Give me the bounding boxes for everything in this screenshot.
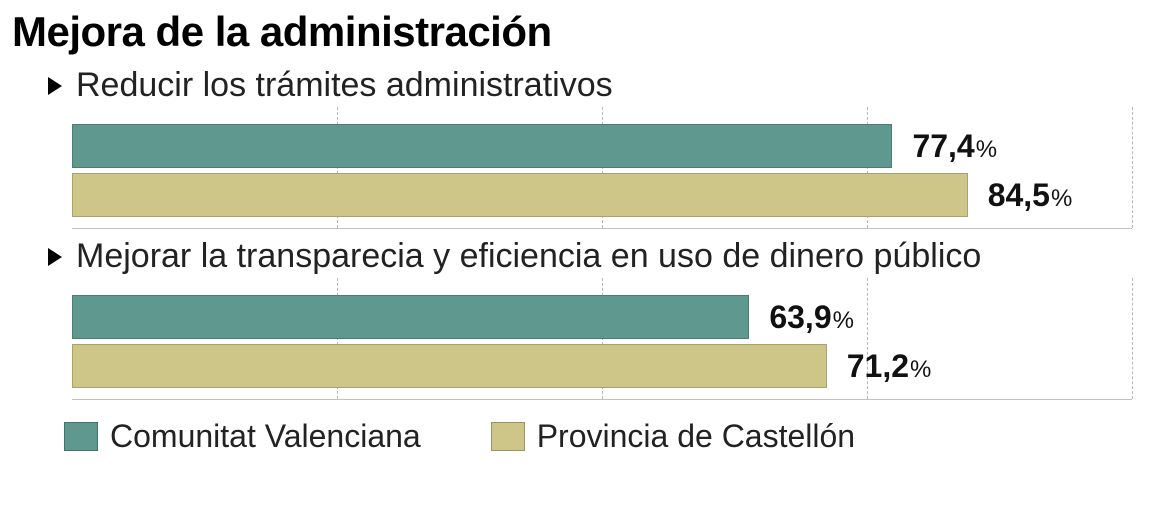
bar: [72, 295, 749, 339]
chart-area: 77,4% 84,5%: [72, 107, 1132, 229]
legend-item: Comunitat Valenciana: [64, 418, 421, 455]
bar-row: 84,5%: [72, 170, 1132, 220]
legend-swatch: [64, 422, 98, 451]
legend-label: Comunitat Valenciana: [110, 418, 421, 455]
group-label: Reducir los trámites administrativos: [76, 66, 613, 105]
legend-label: Provincia de Castellón: [537, 418, 855, 455]
legend: Comunitat Valenciana Provincia de Castell…: [64, 418, 1139, 455]
bar: [72, 344, 827, 388]
gridline: [1132, 278, 1133, 399]
triangle-icon: [48, 77, 62, 95]
chart-area: 63,9% 71,2%: [72, 278, 1132, 400]
legend-swatch: [491, 422, 525, 451]
chart-title: Mejora de la administración: [12, 8, 1139, 56]
group-label-row: Mejorar la transparecia y eficiencia en …: [48, 237, 1139, 276]
chart-group: Reducir los trámites administrativos77,4…: [12, 66, 1139, 229]
bar: [72, 173, 968, 217]
bar-row: 71,2%: [72, 341, 1132, 391]
group-label-row: Reducir los trámites administrativos: [48, 66, 1139, 105]
group-label: Mejorar la transparecia y eficiencia en …: [76, 237, 981, 276]
triangle-icon: [48, 248, 62, 266]
chart-group: Mejorar la transparecia y eficiencia en …: [12, 237, 1139, 400]
bar-value-label: 63,9%: [769, 299, 854, 336]
bar-row: 77,4%: [72, 121, 1132, 171]
bar-value-label: 71,2%: [847, 348, 932, 385]
bar-value-label: 77,4%: [912, 128, 997, 165]
bars: 77,4% 84,5%: [72, 107, 1132, 228]
bar: [72, 124, 892, 168]
gridline: [1132, 107, 1133, 228]
legend-item: Provincia de Castellón: [491, 418, 855, 455]
bar-value-label: 84,5%: [988, 177, 1073, 214]
bar-row: 63,9%: [72, 292, 1132, 342]
bars: 63,9% 71,2%: [72, 278, 1132, 399]
